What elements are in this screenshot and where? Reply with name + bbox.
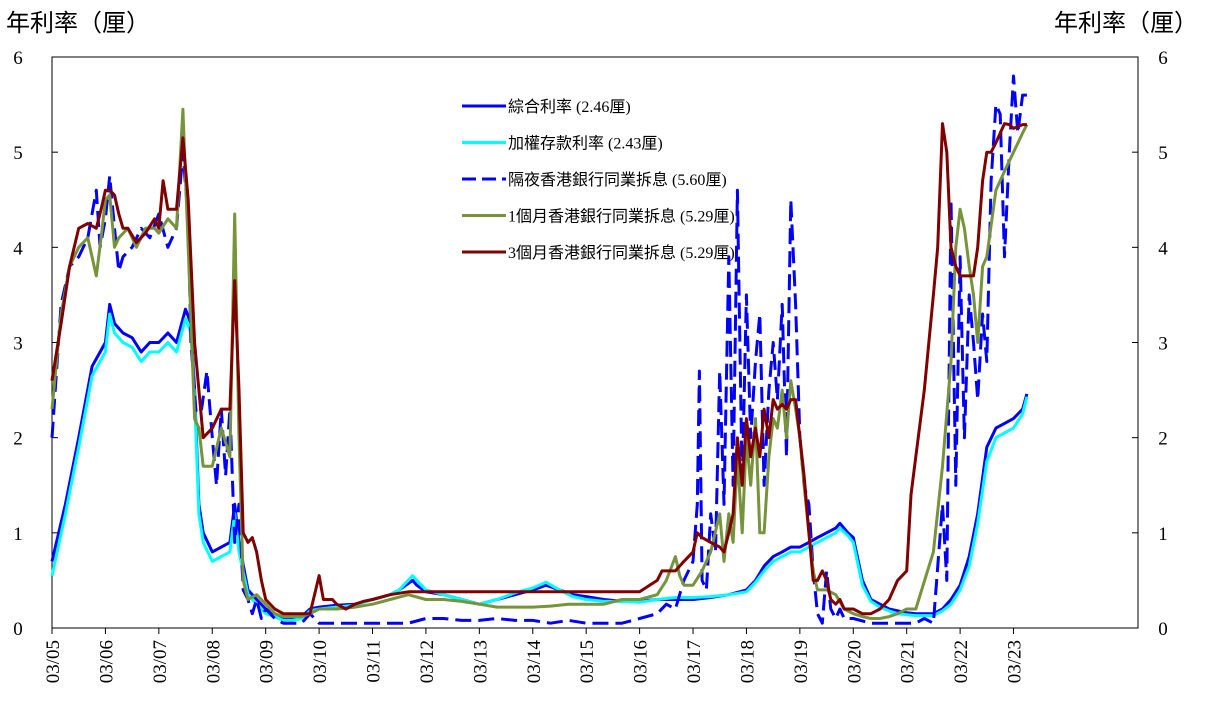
legend-label-3: 隔夜香港銀行同業拆息 (5.60厘) [508,171,727,189]
x-tick-label: 03/12 [417,640,438,683]
y-tick-label-right: 2 [1158,429,1168,450]
x-tick-label: 03/10 [310,640,331,683]
y-axis-unit-left: 年利率（厘） [6,11,150,37]
series-line-2 [50,312,1029,622]
x-tick-label: 03/23 [1005,640,1026,683]
y-tick-label-right: 4 [1158,238,1168,259]
y-tick-label-left: 3 [13,334,23,355]
x-tick-label: 03/07 [150,640,171,683]
series-line-3 [50,74,1027,625]
x-tick-label: 03/06 [96,640,117,683]
x-tick-label: 03/08 [203,640,224,683]
x-tick-label: 03/21 [898,640,919,683]
series-line-4 [50,107,1029,620]
x-tick-label: 03/09 [257,640,278,683]
legend-label-5: 3個月香港銀行同業拆息 (5.29厘) [508,244,735,262]
x-tick-label: 03/17 [684,640,705,683]
y-tick-label-left: 5 [13,143,23,164]
x-tick-label: 03/19 [791,640,812,683]
x-tick-label: 03/18 [737,640,758,683]
y-axis-unit-right: 年利率（厘） [1054,11,1198,37]
series-line-5 [50,122,1027,616]
x-tick-label: 03/22 [951,640,972,683]
y-tick-label-right: 5 [1158,143,1168,164]
y-tick-label-left: 1 [13,524,23,545]
y-tick-label-left: 6 [13,48,23,69]
x-tick-label: 03/11 [364,640,385,683]
x-tick-label: 03/16 [631,640,652,683]
y-tick-label-left: 4 [13,238,23,259]
x-tick-label: 03/14 [524,640,545,684]
legend-label-2: 加權存款利率 (2.43厘) [508,135,663,153]
y-tick-label-right: 1 [1158,524,1168,545]
x-tick-label: 03/05 [43,640,64,683]
x-tick-label: 03/20 [844,640,865,683]
y-tick-label-right: 0 [1158,619,1168,640]
x-tick-label: 03/13 [470,640,491,683]
y-tick-label-right: 3 [1158,334,1168,355]
y-tick-label-left: 0 [13,619,23,640]
legend-label-4: 1個月香港銀行同業拆息 (5.29厘) [508,208,735,226]
legend-label-1: 綜合利率 (2.46厘) [508,98,631,116]
x-tick-label: 03/15 [577,640,598,683]
y-tick-label-left: 2 [13,429,23,450]
y-tick-label-right: 6 [1158,48,1168,69]
